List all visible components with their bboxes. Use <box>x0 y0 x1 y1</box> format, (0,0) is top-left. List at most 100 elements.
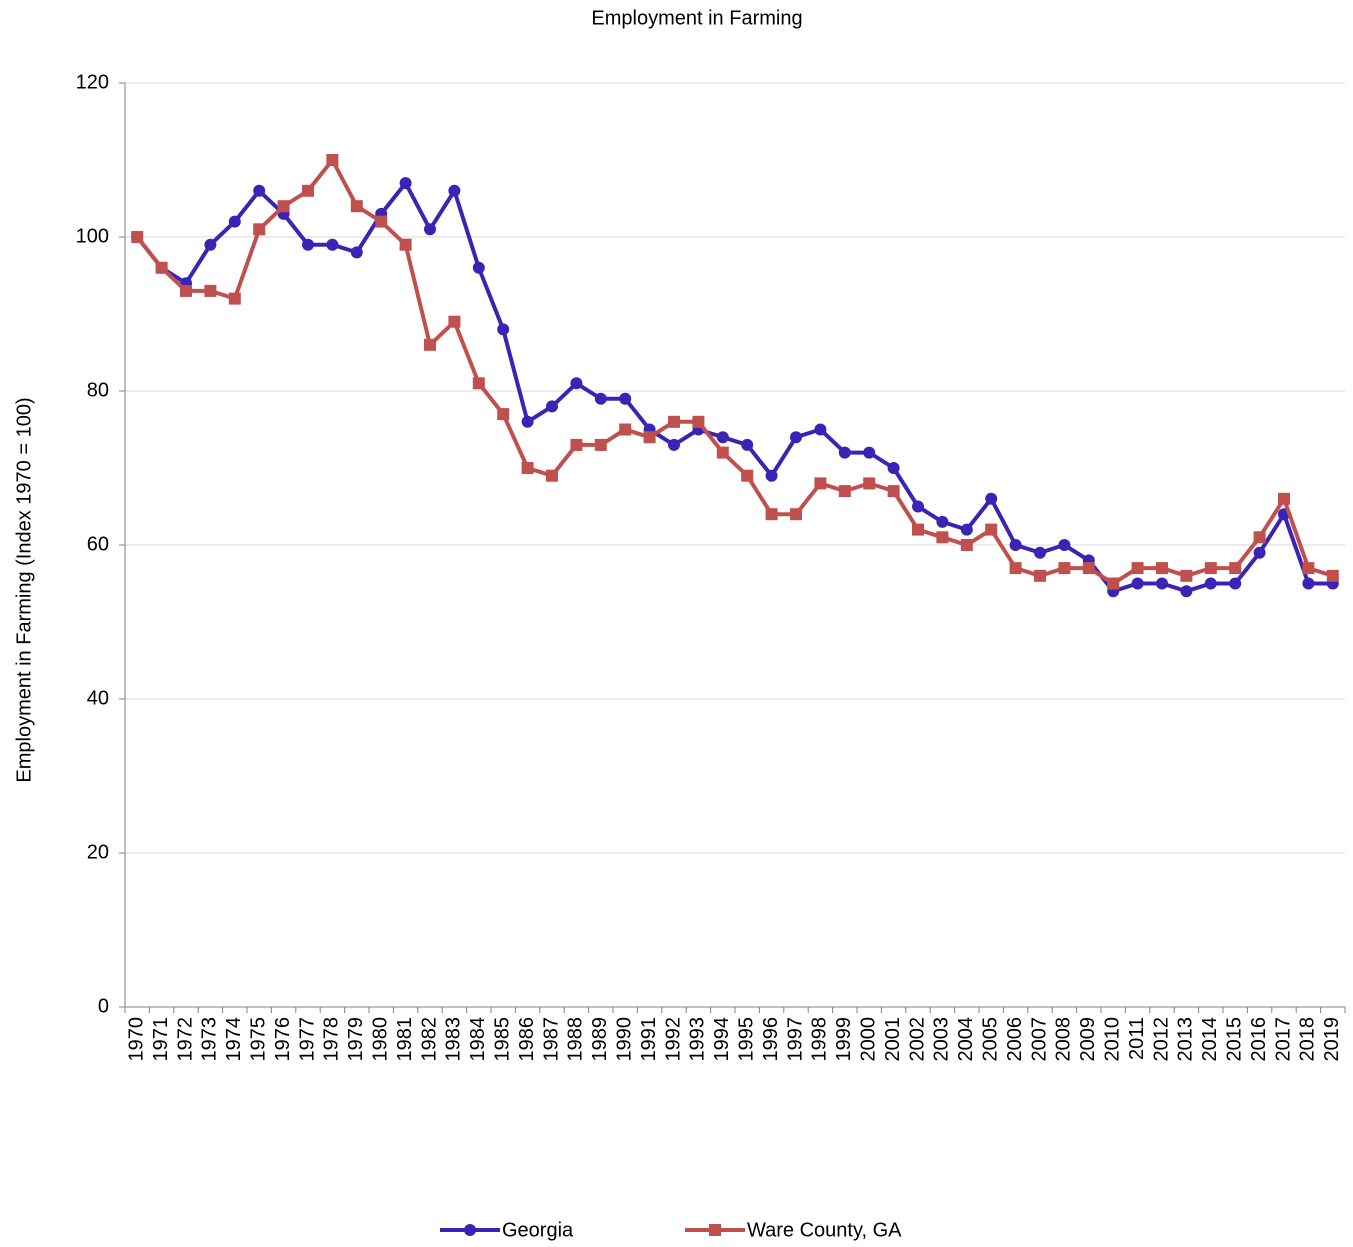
point <box>375 215 388 228</box>
point <box>643 431 656 444</box>
point <box>1204 562 1217 575</box>
point <box>668 438 680 451</box>
point <box>1131 562 1144 575</box>
point <box>741 438 754 451</box>
x-tick-label: 2018 <box>1297 1017 1319 1062</box>
point <box>253 184 266 197</box>
point <box>228 292 241 305</box>
point <box>1156 562 1168 575</box>
x-tick-label: 1982 <box>418 1017 440 1062</box>
x-tick-label: 2017 <box>1272 1017 1294 1062</box>
point <box>1302 562 1315 575</box>
point <box>1278 492 1290 505</box>
point <box>155 261 168 274</box>
point <box>1302 577 1315 590</box>
point <box>594 392 607 405</box>
x-tick-label: 2008 <box>1053 1017 1075 1062</box>
point <box>594 438 607 451</box>
point <box>716 446 729 459</box>
point <box>448 315 461 328</box>
chart-title: Employment in Farming <box>591 7 802 29</box>
x-tick-label: 1975 <box>247 1017 269 1062</box>
point <box>546 400 558 413</box>
x-tick-label: 1987 <box>540 1017 562 1062</box>
point <box>472 377 485 390</box>
point <box>472 261 485 274</box>
point <box>1131 577 1144 590</box>
x-tick-label: 1986 <box>516 1017 538 1062</box>
x-tick-label: 1996 <box>760 1017 782 1062</box>
point <box>936 515 949 528</box>
x-tick-label: 2002 <box>906 1017 928 1062</box>
y-tick-label: 40 <box>87 687 109 709</box>
x-tick-label: 2015 <box>1223 1017 1245 1062</box>
x-tick-label: 2014 <box>1199 1017 1221 1062</box>
y-tick-label: 120 <box>76 71 109 93</box>
x-tick-label: 2012 <box>1150 1017 1172 1062</box>
y-tick-label: 100 <box>76 225 109 247</box>
x-tick-label: 1989 <box>589 1017 611 1062</box>
point <box>1204 577 1217 590</box>
y-tick-label: 60 <box>87 533 109 555</box>
x-tick-label: 2006 <box>1004 1017 1026 1062</box>
x-tick-label: 1984 <box>467 1017 489 1062</box>
x-tick-label: 1979 <box>345 1017 367 1062</box>
point <box>399 177 412 190</box>
x-tick-label: 2011 <box>1126 1017 1148 1060</box>
x-tick-label: 2001 <box>882 1017 904 1062</box>
point <box>424 223 436 236</box>
point <box>204 284 217 297</box>
point <box>838 446 851 459</box>
point <box>424 338 436 351</box>
point <box>985 523 998 536</box>
point <box>277 200 290 213</box>
x-tick-label: 1973 <box>199 1017 221 1062</box>
x-tick-label: 1999 <box>833 1017 855 1062</box>
point <box>1326 569 1339 582</box>
point <box>1229 562 1242 575</box>
point <box>228 215 241 228</box>
x-tick-label: 1985 <box>491 1017 513 1062</box>
point <box>1180 585 1193 598</box>
y-tick-label: 0 <box>98 995 109 1017</box>
x-tick-label: 1983 <box>443 1017 465 1062</box>
point <box>619 423 632 436</box>
point <box>887 485 900 498</box>
point <box>1229 577 1242 590</box>
point <box>960 523 973 536</box>
point <box>1253 531 1266 544</box>
point <box>1009 539 1022 551</box>
point <box>1058 562 1071 575</box>
point <box>497 408 510 421</box>
point <box>1253 546 1266 559</box>
point <box>619 392 632 405</box>
point <box>570 377 583 390</box>
point <box>790 508 802 521</box>
point <box>448 184 461 197</box>
point <box>838 485 851 498</box>
point <box>863 446 876 459</box>
point <box>350 200 363 213</box>
point <box>1009 562 1022 575</box>
legend-label: Ware County, GA <box>747 1219 902 1241</box>
x-tick-label: 2010 <box>1101 1017 1123 1062</box>
x-tick-label: 1978 <box>321 1017 343 1062</box>
x-tick-label: 1998 <box>809 1017 831 1062</box>
x-tick-label: 1988 <box>565 1017 587 1062</box>
x-tick-label: 2009 <box>1077 1017 1099 1062</box>
x-tick-label: 2004 <box>955 1017 977 1062</box>
x-tick-label: 1974 <box>223 1017 245 1062</box>
point <box>1180 569 1193 582</box>
point <box>204 238 217 251</box>
point <box>326 154 339 166</box>
point <box>814 477 827 490</box>
point <box>521 462 534 474</box>
point <box>546 469 558 482</box>
y-tick-label: 20 <box>87 841 109 863</box>
point <box>1034 569 1046 582</box>
point <box>302 184 314 197</box>
point <box>668 415 680 428</box>
point <box>521 415 534 428</box>
point <box>1107 577 1120 590</box>
point <box>131 231 144 243</box>
